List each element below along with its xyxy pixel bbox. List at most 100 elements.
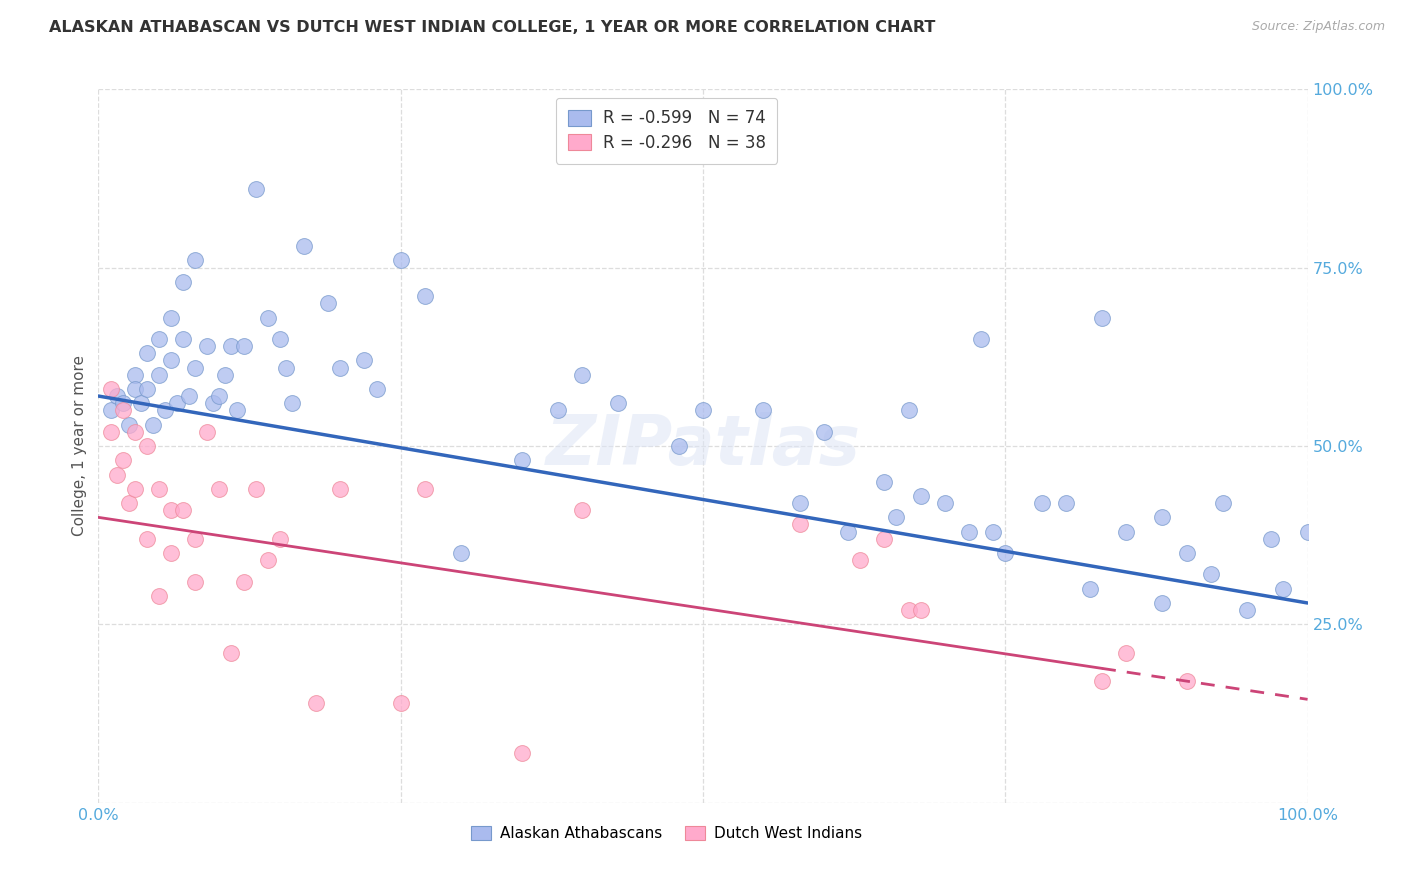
Point [269,332,291,346]
Point [105,467,128,482]
Point [172,503,194,517]
Text: ZIPatlas: ZIPatlas [546,412,860,480]
Point [897,603,920,617]
Point [100,382,122,396]
Point [274,360,297,375]
Point [148,482,170,496]
Legend: Alaskan Athabascans, Dutch West Indians: Alaskan Athabascans, Dutch West Indians [464,818,870,848]
Point [1199,567,1222,582]
Point [184,360,207,375]
Point [124,382,146,396]
Point [142,417,165,432]
Point [111,396,134,410]
Point [202,396,225,410]
Point [160,310,183,325]
Point [329,482,352,496]
Point [179,389,201,403]
Point [1115,524,1137,539]
Point [118,496,141,510]
Point [172,275,194,289]
Point [510,746,533,760]
Point [214,368,236,382]
Point [148,368,170,382]
Point [1091,674,1114,689]
Point [571,368,593,382]
Point [184,574,207,589]
Point [221,646,243,660]
Point [1078,582,1101,596]
Point [135,346,157,360]
Point [910,603,932,617]
Point [256,553,278,567]
Point [366,382,388,396]
Point [607,396,630,410]
Point [692,403,714,417]
Point [172,332,194,346]
Point [329,360,352,375]
Point [111,453,134,467]
Point [160,503,183,517]
Point [135,532,157,546]
Point [269,532,291,546]
Point [245,482,267,496]
Point [547,403,569,417]
Point [292,239,315,253]
Point [353,353,375,368]
Point [232,339,254,353]
Point [245,182,267,196]
Point [124,425,146,439]
Point [789,496,811,510]
Point [100,425,122,439]
Point [510,453,533,467]
Point [129,396,152,410]
Point [994,546,1017,560]
Point [184,253,207,268]
Point [1260,532,1282,546]
Point [981,524,1004,539]
Point [221,339,243,353]
Point [1272,582,1295,596]
Point [837,524,859,539]
Point [752,403,775,417]
Point [281,396,304,410]
Point [153,403,176,417]
Point [910,489,932,503]
Point [118,417,141,432]
Point [1091,310,1114,325]
Point [111,403,134,417]
Point [1236,603,1258,617]
Point [413,482,436,496]
Point [100,403,122,417]
Point [389,696,412,710]
Point [1152,596,1174,610]
Point [160,353,183,368]
Y-axis label: College, 1 year or more: College, 1 year or more [72,356,87,536]
Point [1212,496,1234,510]
Point [873,475,896,489]
Point [305,696,328,710]
Point [226,403,249,417]
Point [1115,646,1137,660]
Text: Source: ZipAtlas.com: Source: ZipAtlas.com [1251,20,1385,33]
Point [389,253,412,268]
Point [970,332,993,346]
Point [668,439,690,453]
Point [160,546,183,560]
Point [1175,674,1198,689]
Point [450,546,472,560]
Point [195,339,218,353]
Point [166,396,188,410]
Point [1054,496,1077,510]
Point [873,532,896,546]
Point [571,503,593,517]
Point [1296,524,1319,539]
Point [1152,510,1174,524]
Point [256,310,278,325]
Point [957,524,980,539]
Text: ALASKAN ATHABASCAN VS DUTCH WEST INDIAN COLLEGE, 1 YEAR OR MORE CORRELATION CHAR: ALASKAN ATHABASCAN VS DUTCH WEST INDIAN … [49,20,935,35]
Point [1175,546,1198,560]
Point [934,496,956,510]
Point [124,482,146,496]
Point [232,574,254,589]
Point [813,425,835,439]
